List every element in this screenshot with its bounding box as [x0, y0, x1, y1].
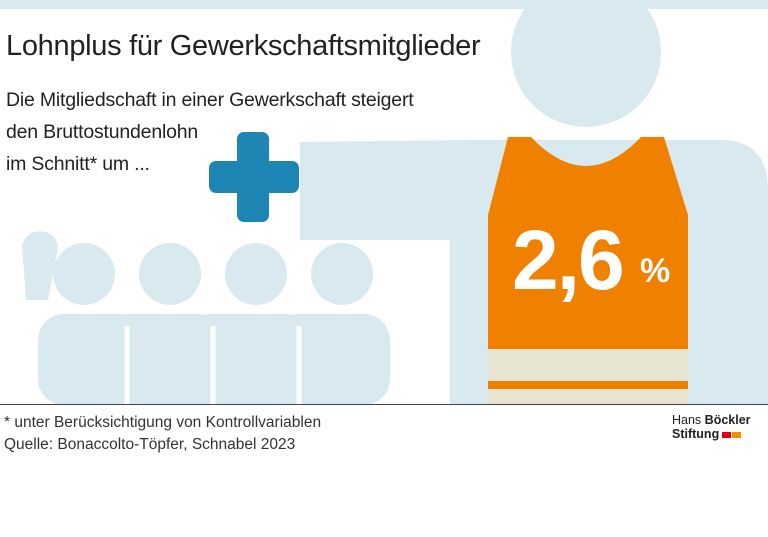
subtitle-line-1: Die Mitgliedschaft in einer Gewerkschaft… — [6, 89, 414, 111]
logo-line-1: Hans Böckler — [672, 413, 762, 427]
divider — [0, 404, 768, 405]
footnote-note: * unter Berücksichtigung von Kontrollvar… — [4, 414, 322, 431]
footnote-source: Quelle: Bonaccolto-Töpfer, Schnabel 2023 — [4, 436, 296, 453]
plus-icon — [209, 132, 299, 222]
logo-word: Stiftung — [672, 427, 720, 441]
page-title: Lohnplus für Gewerkschaftsmitglieder — [6, 30, 481, 62]
subtitle-line-3: im Schnitt* um ... — [6, 153, 150, 175]
highlight-unit: % — [640, 252, 671, 290]
logo-bars-icon — [722, 428, 742, 442]
highlight-value: 2,6 — [512, 213, 625, 307]
logo-line-2: Stiftung — [672, 427, 762, 442]
illustration — [22, 0, 768, 405]
group-of-people-icon — [22, 231, 390, 405]
subtitle-line-2: den Bruttostundenlohn — [6, 121, 199, 143]
safety-vest-icon — [488, 137, 688, 405]
subtitle: Die Mitgliedschaft in einer Gewerkschaft… — [6, 84, 414, 180]
logo-name-first: Hans — [672, 413, 702, 427]
top-band — [0, 0, 768, 9]
footnote: * unter Berücksichtigung von Kontrollvar… — [4, 412, 321, 456]
hans-boeckler-logo: Hans Böckler Stiftung — [672, 413, 762, 442]
logo-name-last: Böckler — [704, 413, 751, 427]
